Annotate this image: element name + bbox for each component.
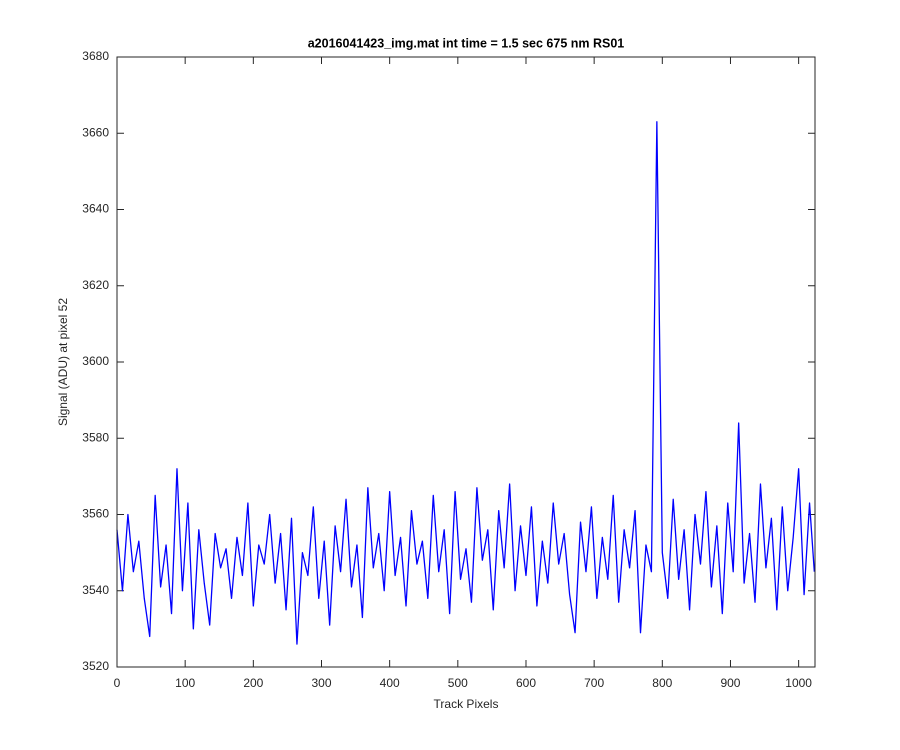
- x-tick-label: 100: [175, 676, 195, 690]
- x-tick-label: 300: [311, 676, 331, 690]
- y-tick-label: 3540: [82, 583, 109, 597]
- y-axis-label: Signal (ADU) at pixel 52: [56, 298, 70, 426]
- y-tick-label: 3620: [82, 278, 109, 292]
- x-tick-label: 600: [516, 676, 536, 690]
- x-tick-label: 400: [380, 676, 400, 690]
- y-tick-label: 3560: [82, 507, 109, 521]
- x-tick-label: 1000: [785, 676, 812, 690]
- axes-box: [116, 56, 816, 668]
- data-line: [116, 121, 815, 645]
- chart-title: a2016041423_img.mat int time = 1.5 sec 6…: [308, 36, 625, 50]
- x-tick-label: 800: [652, 676, 672, 690]
- x-tick-label: 500: [448, 676, 468, 690]
- x-tick-label: 700: [584, 676, 604, 690]
- y-tick-label: 3580: [82, 430, 109, 444]
- y-tick-label: 3600: [82, 354, 109, 368]
- y-tick-label: 3520: [82, 659, 109, 673]
- y-tick-label: 3680: [82, 49, 109, 63]
- y-tick-label: 3640: [82, 202, 109, 216]
- y-tick-label: 3660: [82, 125, 109, 139]
- x-tick-label: 0: [114, 676, 121, 690]
- x-tick-label: 200: [243, 676, 263, 690]
- x-tick-label: 900: [720, 676, 740, 690]
- x-axis-label: Track Pixels: [434, 697, 499, 711]
- plot-area: [117, 57, 815, 667]
